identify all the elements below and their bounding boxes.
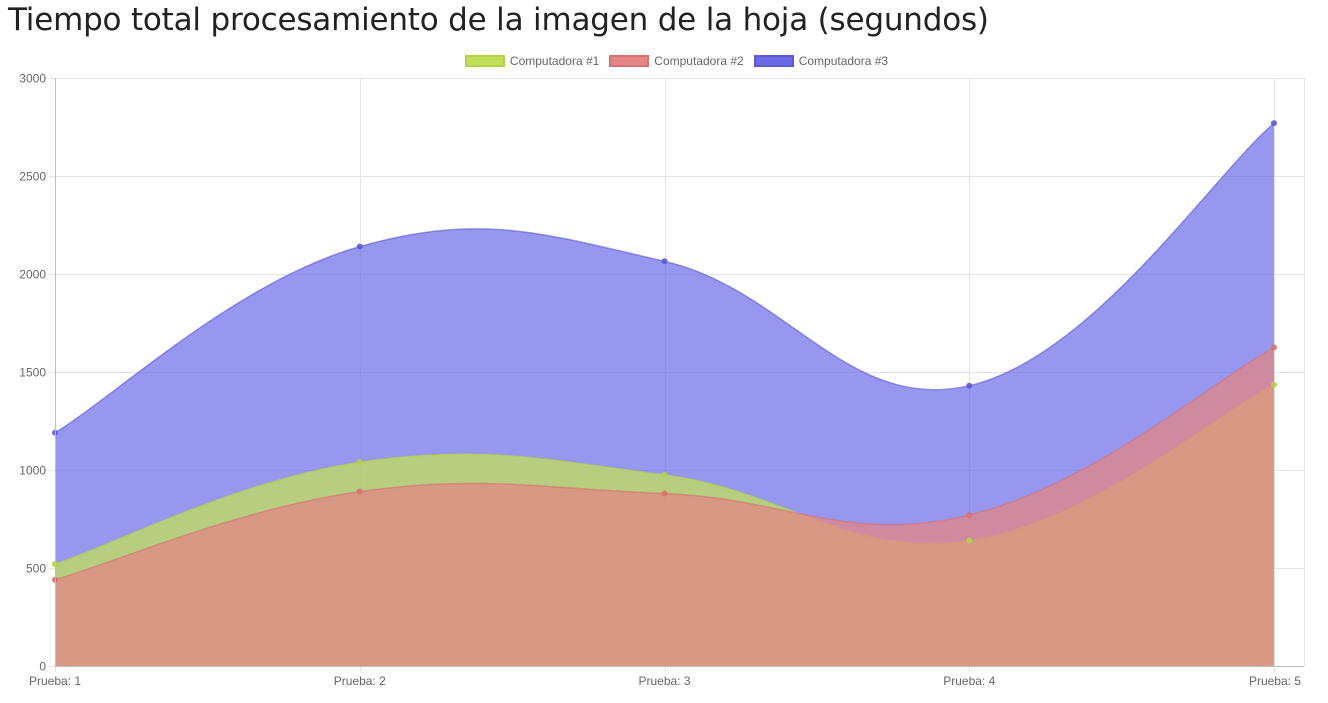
x-tick-label: Prueba: 3 [638,674,690,688]
point-series-2 [661,490,668,497]
y-tick-label: 3000 [19,72,46,86]
y-tick-label: 0 [39,660,46,674]
y-tick-label: 1500 [19,366,46,380]
chart-legend: Computadora #1 Computadora #2 Computador… [0,51,1328,71]
legend-label-series-3: Computadora #3 [798,54,889,68]
legend-item-series-2[interactable]: Computadora #2 [609,51,744,71]
y-tick-label: 2500 [19,170,46,184]
point-series-1 [356,459,363,466]
legend-swatch-series-2 [609,55,650,67]
point-series-1 [966,537,973,544]
x-tick-label: Prueba: 2 [334,674,386,688]
x-tick-label: Prueba: 4 [943,674,995,688]
x-tick-label: Prueba: 5 [1249,674,1301,688]
point-series-3 [966,382,973,389]
legend-swatch-series-1 [464,55,505,67]
y-tick-label: 1000 [19,464,46,478]
point-series-3 [356,243,363,250]
chart-axes: 0 500 1000 1500 2000 2500 3000 Prueba: 1 Prueba:… [19,72,1304,688]
line-series-3 [54,122,1275,434]
point-series-2 [1271,344,1277,351]
point-series-3 [1271,120,1277,127]
y-tick-label: 2000 [19,268,46,282]
point-series-2 [966,512,973,519]
point-series-2 [356,488,363,495]
chart-areas [54,122,1275,667]
legend-item-series-3[interactable]: Computadora #3 [753,51,889,71]
legend-label-series-1: Computadora #1 [509,54,600,68]
legend-item-series-1[interactable]: Computadora #1 [464,51,600,71]
point-series-1 [1271,381,1277,388]
area-series-2 [55,347,1274,666]
legend-label-series-2: Computadora #2 [654,54,744,68]
x-tick-label: Prueba: 1 [29,674,81,688]
y-tick-label: 500 [26,562,46,576]
legend-swatch-series-3 [753,55,794,67]
point-series-1 [661,471,668,478]
page-title: Tiempo total procesamiento de la imagen … [8,2,989,38]
point-series-3 [661,258,668,265]
